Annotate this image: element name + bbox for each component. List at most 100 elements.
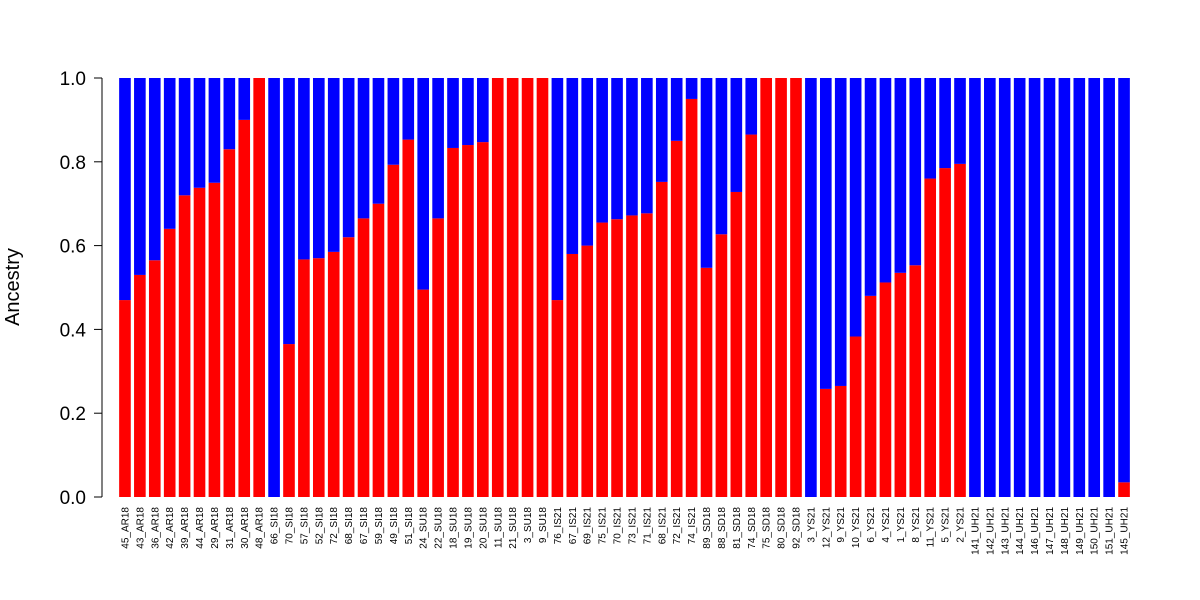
bar-6_YS21-series-1 (864, 295, 877, 497)
bar-69_IS21-series-2 (581, 78, 594, 246)
x-tick-label: 52_SI18 (314, 507, 325, 545)
bar-73_IS21-series-1 (626, 215, 638, 497)
bar-45_AR18-series-1 (119, 300, 131, 497)
bar-89_SD18-series-2 (700, 78, 713, 268)
x-tick-label: 9_YS21 (836, 507, 847, 543)
x-tick-label: 76_IS21 (553, 507, 564, 545)
bar-24_SU18-series-1 (417, 289, 430, 497)
x-tick-label: 3_SU18 (523, 507, 534, 544)
x-tick-label: 144_UH21 (1015, 507, 1026, 555)
bar-68_SI18-series-2 (342, 78, 355, 238)
bar-150_UH21-series-2 (1088, 78, 1101, 497)
bar-75_IS21-series-1 (596, 222, 608, 497)
x-tick-label: 4_YS21 (881, 507, 892, 543)
bar-72_IS21-series-2 (670, 78, 683, 141)
x-tick-label: 73_IS21 (627, 507, 638, 545)
bar-12_YS21-series-1 (819, 388, 832, 497)
bar-144_UH21-series-2 (1013, 78, 1026, 497)
x-tick-label: 143_UH21 (1000, 507, 1011, 555)
x-tick-label: 70_SI18 (284, 507, 295, 545)
y-tick-label: 0.4 (60, 320, 87, 341)
x-tick-label: 141_UH21 (970, 507, 981, 555)
bar-57_SI18-series-2 (298, 78, 310, 260)
bar-29_AR18-series-1 (208, 182, 221, 497)
x-tick-labels: 45_AR18 43_AR18 36_AR18 42_AR18 39_AR18 44_AR… (120, 507, 1130, 555)
x-tick-label: 2_YS21 (956, 507, 967, 543)
bar-36_AR18-series-1 (148, 260, 161, 497)
bar-5_YS21-series-2 (939, 78, 951, 169)
bar-67_SI18-series-2 (357, 78, 370, 219)
bar-19_SU18-series-1 (462, 145, 474, 498)
x-tick-label: 80_SD18 (777, 507, 788, 549)
x-tick-label: 30_AR18 (240, 507, 251, 549)
bar-49_SI18-series-2 (387, 78, 400, 165)
bar-73_IS21-series-2 (626, 78, 638, 216)
bar-43_AR18-series-2 (134, 78, 146, 275)
y-tick-label: 1.0 (60, 69, 86, 90)
bar-49_SI18-series-1 (387, 164, 400, 498)
x-tick-label: 1_YS21 (896, 507, 907, 543)
x-tick-label: 19_SU18 (463, 507, 474, 549)
bar-148_UH21-series-2 (1058, 78, 1071, 497)
x-tick-label: 48_AR18 (255, 507, 266, 549)
bar-30_AR18-series-2 (238, 78, 251, 120)
bar-70_IS21-series-1 (611, 219, 623, 497)
bar-39_AR18-series-1 (178, 195, 191, 497)
bar-68_IS21-series-2 (655, 78, 668, 182)
bar-8_YS21-series-2 (909, 78, 922, 266)
x-tick-label: 88_SD18 (717, 507, 728, 549)
x-tick-label: 142_UH21 (985, 507, 996, 555)
bar-71_IS21-series-2 (641, 78, 653, 214)
bar-43_AR18-series-1 (134, 274, 146, 497)
bar-39_AR18-series-2 (178, 78, 191, 196)
x-tick-label: 74_IS21 (687, 507, 698, 545)
bar-45_AR18-series-2 (119, 78, 131, 301)
bar-74_IS21-series-2 (685, 78, 698, 99)
bar-1_YS21-series-2 (894, 78, 907, 273)
x-tick-label: 71_IS21 (642, 507, 653, 545)
bar-57_SI18-series-1 (298, 259, 310, 497)
x-tick-label: 21_SU18 (508, 507, 519, 549)
y-tick-label: 0.0 (60, 488, 86, 509)
y-axis: 0.0 0.2 0.4 0.6 0.8 1.0 (60, 69, 103, 509)
bar-42_AR18-series-2 (163, 78, 176, 229)
bar-70_IS21-series-2 (611, 78, 623, 220)
bar-36_AR18-series-2 (148, 78, 161, 261)
bar-21_SU18-series-1 (506, 78, 519, 497)
x-tick-label: 57_SI18 (299, 507, 310, 545)
x-tick-label: 74_SD18 (747, 507, 758, 549)
x-tick-label: 29_AR18 (210, 507, 221, 549)
x-tick-label: 72_IS21 (672, 507, 683, 545)
bar-20_SU18-series-1 (477, 142, 489, 498)
bar-88_SD18-series-1 (715, 234, 728, 498)
bar-31_AR18-series-2 (223, 78, 236, 150)
bar-2_YS21-series-1 (954, 163, 966, 497)
x-tick-label: 89_SD18 (702, 507, 713, 549)
bar-19_SU18-series-2 (462, 78, 474, 146)
x-tick-label: 51_SI18 (404, 507, 415, 545)
x-tick-label: 31_AR18 (225, 507, 236, 549)
bar-5_YS21-series-1 (939, 168, 951, 497)
bar-74_SD18-series-1 (745, 134, 758, 497)
x-tick-label: 8_YS21 (911, 507, 922, 543)
x-tick-label: 18_SU18 (449, 507, 460, 549)
bar-81_SD18-series-1 (730, 191, 743, 497)
bar-31_AR18-series-1 (223, 149, 236, 498)
bar-30_AR18-series-1 (238, 119, 251, 498)
x-tick-label: 10_YS21 (851, 507, 862, 549)
x-tick-label: 12_YS21 (821, 507, 832, 549)
x-tick-label: 66_SI18 (270, 507, 281, 545)
x-tick-label: 42_AR18 (165, 507, 176, 549)
x-tick-label: 147_UH21 (1045, 507, 1056, 555)
x-tick-label: 67_SI18 (359, 507, 370, 545)
x-tick-label: 70_IS21 (613, 507, 624, 545)
bar-81_SD18-series-2 (730, 78, 743, 192)
bar-22_SU18-series-2 (432, 78, 444, 219)
bar-69_IS21-series-1 (581, 245, 594, 497)
bar-146_UH21-series-2 (1028, 78, 1041, 497)
bar-92_SD18-series-1 (790, 78, 802, 497)
bar-89_SD18-series-1 (700, 267, 713, 497)
bar-18_SU18-series-1 (447, 147, 459, 497)
x-tick-label: 24_SU18 (419, 507, 430, 549)
bar-9_YS21-series-1 (834, 385, 847, 497)
